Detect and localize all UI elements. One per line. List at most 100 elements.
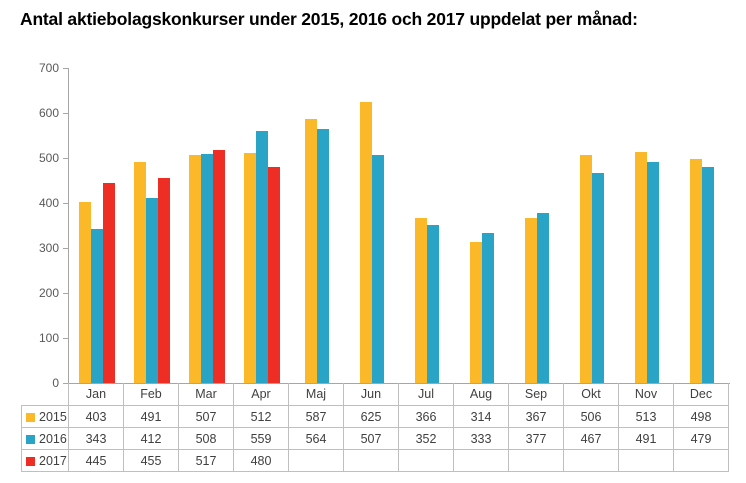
y-axis-label-200: 200 <box>38 286 59 300</box>
y-axis-tick-500 <box>63 158 68 159</box>
bar-2016-aug <box>482 233 495 383</box>
y-axis-label-400: 400 <box>38 196 59 210</box>
value-cell-2015-okt: 506 <box>563 405 619 428</box>
bar-2015-mar <box>188 155 201 383</box>
value-cell-2017-nov <box>618 449 674 472</box>
table-row-2017: 2017 445 455 517 480 <box>21 449 729 472</box>
value-cell-2015-jul: 366 <box>398 405 454 428</box>
bar-2016-maj <box>316 129 329 383</box>
month-group-maj <box>289 68 344 383</box>
month-header-sep: Sep <box>508 383 564 406</box>
month-group-feb <box>124 68 179 383</box>
y-axis-label-500: 500 <box>38 151 59 165</box>
value-cell-2017-jan: 445 <box>68 449 124 472</box>
bar-2016-dec <box>702 167 715 383</box>
value-cell-2015-jan: 403 <box>68 405 124 428</box>
bar-2015-aug <box>470 242 483 383</box>
month-header-aug: Aug <box>453 383 509 406</box>
value-cell-2015-apr: 512 <box>233 405 289 428</box>
y-axis-tick-100 <box>63 338 68 339</box>
value-cell-2016-dec: 479 <box>673 427 729 450</box>
y-axis-tick-400 <box>63 203 68 204</box>
bar-2015-sep <box>525 218 538 383</box>
value-cell-2016-sep: 377 <box>508 427 564 450</box>
month-group-jun <box>344 68 399 383</box>
month-header-dec: Dec <box>673 383 729 406</box>
value-cell-2017-jun <box>343 449 399 472</box>
month-header-nov: Nov <box>618 383 674 406</box>
value-cell-2017-apr: 480 <box>233 449 289 472</box>
value-cell-2017-sep <box>508 449 564 472</box>
y-axis-tick-700 <box>63 68 68 69</box>
bar-2015-jun <box>359 102 372 383</box>
value-cell-2016-jun: 507 <box>343 427 399 450</box>
value-cell-2015-maj: 587 <box>288 405 344 428</box>
value-cell-2016-maj: 564 <box>288 427 344 450</box>
bar-2016-jan <box>90 229 103 383</box>
value-cell-2016-jul: 352 <box>398 427 454 450</box>
bar-2017-mar <box>212 150 225 383</box>
y-axis-tick-200 <box>63 293 68 294</box>
month-header-jun: Jun <box>343 383 399 406</box>
y-axis-label-600: 600 <box>38 106 59 120</box>
bar-2016-jul <box>427 225 439 383</box>
legend-label-2016: 2016 <box>39 431 67 446</box>
value-cell-2015-nov: 513 <box>618 405 674 428</box>
bar-2016-feb <box>145 198 158 383</box>
month-group-apr <box>234 68 289 383</box>
table-row-2016: 2016 343 412 508 559 564 507 352 333 377 467 491 479 <box>21 427 729 450</box>
data-table: Jan Feb Mar Apr Maj Jun Jul Aug Sep Okt Nov Dec 2015… <box>21 383 729 472</box>
legend-square-2016 <box>26 434 35 444</box>
bar-2015-jan <box>78 202 91 383</box>
value-cell-2015-feb: 491 <box>123 405 179 428</box>
legend-cell-2017: 2017 <box>21 449 69 472</box>
value-cell-2017-aug <box>453 449 509 472</box>
value-cell-2016-nov: 491 <box>618 427 674 450</box>
bar-2017-apr <box>267 167 280 383</box>
month-header-feb: Feb <box>123 383 179 406</box>
bar-2016-nov <box>647 162 660 383</box>
y-axis-tick-0 <box>63 383 68 384</box>
month-group-aug <box>455 68 510 383</box>
value-cell-2017-okt <box>563 449 619 472</box>
bar-2015-feb <box>133 162 146 383</box>
table-corner-cell <box>22 383 69 406</box>
legend-square-2015 <box>26 412 35 422</box>
value-cell-2015-aug: 314 <box>453 405 509 428</box>
bar-2015-jul <box>415 218 427 383</box>
bar-2015-okt <box>580 155 593 383</box>
month-group-jul <box>399 68 454 383</box>
month-header-mar: Mar <box>178 383 234 406</box>
y-axis-tick-300 <box>63 248 68 249</box>
bar-2017-jan <box>102 183 115 383</box>
value-cell-2016-okt: 467 <box>563 427 619 450</box>
value-cell-2016-mar: 508 <box>178 427 234 450</box>
value-cell-2016-feb: 412 <box>123 427 179 450</box>
value-cell-2017-maj <box>288 449 344 472</box>
month-group-sep <box>510 68 565 383</box>
value-cell-2016-aug: 333 <box>453 427 509 450</box>
month-header-maj: Maj <box>288 383 344 406</box>
value-cell-2016-apr: 559 <box>233 427 289 450</box>
month-header-apr: Apr <box>233 383 289 406</box>
y-axis-label-0: 0 <box>52 376 59 390</box>
table-row-2015: 2015 403 491 507 512 587 625 366 314 367 506 513 498 <box>21 405 729 428</box>
bar-2016-okt <box>592 173 605 383</box>
bar-2017-feb <box>157 178 170 383</box>
bar-2015-apr <box>243 153 256 383</box>
y-axis-label-700: 700 <box>38 61 59 75</box>
value-cell-2015-mar: 507 <box>178 405 234 428</box>
legend-label-2015: 2015 <box>39 409 67 424</box>
value-cell-2015-dec: 498 <box>673 405 729 428</box>
month-group-jan <box>69 68 124 383</box>
value-cell-2017-jul <box>398 449 454 472</box>
y-axis-label-300: 300 <box>38 241 59 255</box>
month-header-okt: Okt <box>563 383 619 406</box>
legend-cell-2015: 2015 <box>21 405 69 428</box>
month-header-jul: Jul <box>398 383 454 406</box>
value-cell-2016-jan: 343 <box>68 427 124 450</box>
value-cell-2017-dec <box>673 449 729 472</box>
plot-area <box>68 68 730 384</box>
